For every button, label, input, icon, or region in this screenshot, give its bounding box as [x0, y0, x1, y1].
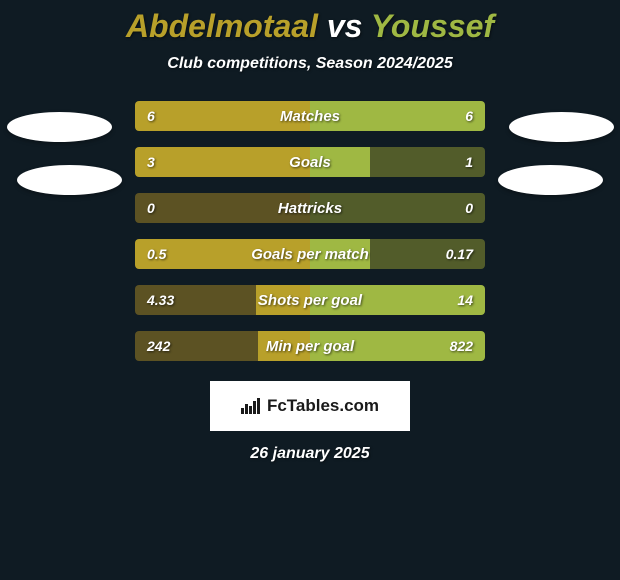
stat-bar-left	[135, 239, 310, 269]
title-player1: Abdelmotaal	[126, 8, 318, 44]
stat-bar-right-fill	[310, 147, 370, 177]
stat-bar-left-fill	[135, 239, 310, 269]
stat-row: Hattricks00	[135, 193, 485, 223]
stat-bar-left	[135, 285, 310, 315]
logo-box: FcTables.com	[210, 381, 410, 431]
stat-bar-right-fill	[310, 285, 485, 315]
stat-bar-right-bg	[310, 193, 485, 223]
stat-bar-right	[310, 285, 485, 315]
stat-bar-left-fill	[135, 101, 310, 131]
stat-row: Min per goal242822	[135, 331, 485, 361]
stat-bar-right	[310, 193, 485, 223]
stat-bar-left-bg	[135, 331, 258, 361]
player2-club-avatar-icon	[498, 165, 603, 195]
stat-bar-left-bg	[135, 193, 310, 223]
stat-bar-right-fill	[310, 331, 485, 361]
bars-chart-icon	[241, 398, 261, 414]
title-vs: vs	[327, 8, 363, 44]
stat-bar-right-fill	[310, 101, 485, 131]
stat-bars: Matches66 Goals31 Hattricks00 Goals per mat…	[135, 101, 485, 361]
stat-bar-left-fill	[258, 331, 311, 361]
stat-bar-right-bg	[370, 147, 486, 177]
logo-text: FcTables.com	[267, 396, 379, 416]
stat-bar-right-bg	[370, 239, 486, 269]
stat-bar-left	[135, 193, 310, 223]
stat-bar-left	[135, 101, 310, 131]
player2-avatar-icon	[509, 112, 614, 142]
stat-bar-right	[310, 331, 485, 361]
stat-row: Goals31	[135, 147, 485, 177]
chart-area: Matches66 Goals31 Hattricks00 Goals per mat…	[0, 101, 620, 361]
stat-bar-right	[310, 101, 485, 131]
stat-bar-left-bg	[135, 285, 256, 315]
comparison-card: Abdelmotaal vs Youssef Club competitions…	[0, 0, 620, 463]
stat-bar-right	[310, 147, 485, 177]
player1-avatar-icon	[7, 112, 112, 142]
title-player2: Youssef	[371, 8, 494, 44]
stat-bar-left	[135, 147, 310, 177]
date: 26 january 2025	[0, 445, 620, 463]
stat-bar-left-fill	[256, 285, 310, 315]
stat-bar-right-fill	[310, 239, 370, 269]
stat-row: Matches66	[135, 101, 485, 131]
stat-row: Goals per match0.50.17	[135, 239, 485, 269]
player1-club-avatar-icon	[17, 165, 122, 195]
title: Abdelmotaal vs Youssef	[0, 8, 620, 45]
stat-bar-left	[135, 331, 310, 361]
stat-bar-right	[310, 239, 485, 269]
stat-row: Shots per goal4.3314	[135, 285, 485, 315]
subtitle: Club competitions, Season 2024/2025	[0, 55, 620, 73]
stat-bar-left-fill	[135, 147, 310, 177]
